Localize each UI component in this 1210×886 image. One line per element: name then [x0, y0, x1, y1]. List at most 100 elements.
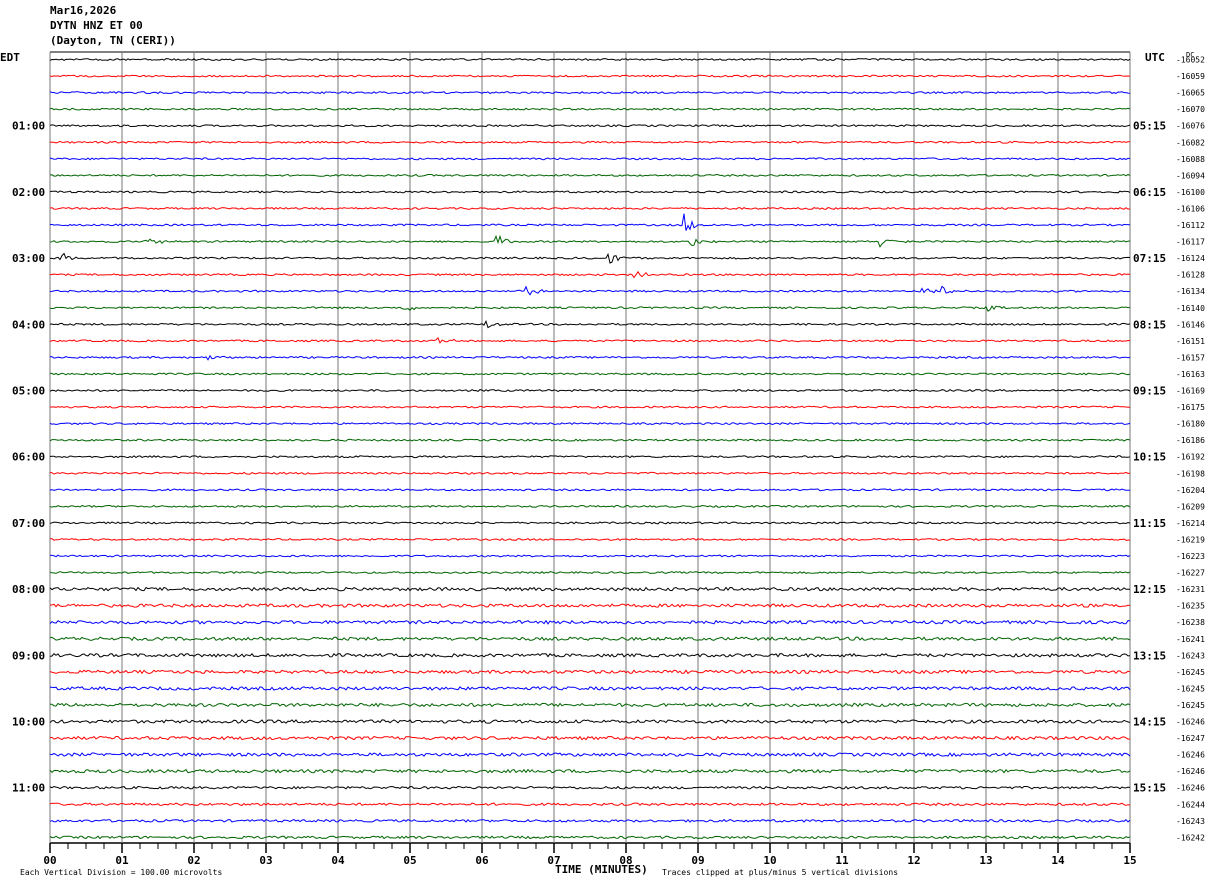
seismic-trace [49, 337, 1131, 344]
x-tick-label: 08 [619, 854, 632, 867]
seismic-trace [49, 619, 1131, 625]
left-hour-label: 01:00 [12, 120, 45, 133]
seismic-trace [49, 206, 1131, 210]
x-axis-label: TIME (MINUTES) [555, 863, 648, 876]
clip-note: Traces clipped at plus/minus 5 vertical … [662, 868, 899, 877]
left-hour-label: 05:00 [12, 385, 45, 398]
dc-offset-label: -16094 [1176, 171, 1205, 180]
dc-offset-label: -16106 [1176, 204, 1205, 213]
seismic-trace [49, 488, 1130, 492]
seismic-trace [49, 107, 1131, 111]
dc-offset-label: -16238 [1176, 618, 1205, 627]
dc-offset-label: -16180 [1176, 420, 1205, 429]
seismic-trace [49, 719, 1131, 724]
seismic-trace [49, 157, 1131, 161]
right-hour-label: 12:15 [1133, 583, 1166, 596]
left-hour-label: 10:00 [12, 716, 45, 729]
right-hour-label: 14:15 [1133, 716, 1166, 729]
x-tick-label: 13 [979, 854, 992, 867]
right-hour-label: 07:15 [1133, 252, 1166, 265]
seismic-trace [49, 802, 1131, 807]
seismic-trace [49, 438, 1131, 442]
dc-offset-label: -16100 [1176, 188, 1205, 197]
right-timezone-label: UTC [1145, 51, 1165, 64]
dc-offset-label: -16245 [1176, 684, 1205, 693]
seismic-trace [49, 320, 1131, 329]
dc-offset-label: -16175 [1176, 403, 1205, 412]
seismic-trace [49, 57, 1131, 62]
seismic-trace [49, 372, 1131, 376]
seismic-trace [49, 234, 1131, 248]
left-hour-label: 06:00 [12, 451, 45, 464]
seismic-trace [49, 571, 1131, 575]
left-hour-label: 04:00 [12, 318, 45, 331]
seismic-trace [49, 652, 1131, 658]
seismic-trace [49, 190, 1131, 194]
dc-offset-label: -16186 [1176, 436, 1205, 445]
seismic-trace [49, 173, 1131, 177]
dc-offset-label: -16246 [1176, 751, 1205, 760]
dc-offset-label: -16082 [1176, 138, 1205, 147]
dc-offset-label: -16146 [1176, 320, 1205, 329]
dc-offset-label: -16243 [1176, 651, 1205, 660]
seismic-trace [49, 504, 1131, 508]
seismic-trace [49, 785, 1131, 790]
dc-offset-label: -16134 [1176, 287, 1205, 296]
seismic-trace [49, 305, 1131, 312]
x-tick-label: 01 [115, 854, 129, 867]
dc-offset-label: -16124 [1176, 254, 1205, 263]
dc-offset-label: -16117 [1176, 238, 1205, 247]
seismic-trace [49, 554, 1131, 558]
x-tick-label: 07 [547, 854, 560, 867]
station-code: DYTN HNZ ET 00 [50, 19, 143, 32]
dc-offset-label: -16241 [1176, 635, 1205, 644]
dc-offset-label: -16112 [1176, 221, 1205, 230]
seismic-trace [49, 537, 1131, 541]
seismic-trace [50, 252, 1131, 264]
dc-offset-label: -16247 [1176, 734, 1205, 743]
dc-offset-label: -16209 [1176, 502, 1205, 511]
right-hour-label: 13:15 [1133, 649, 1166, 662]
x-tick-label: 10 [763, 854, 776, 867]
dc-offset-label: -16245 [1176, 701, 1205, 710]
dc-header-label: DC [1186, 51, 1194, 59]
right-hour-label: 06:15 [1133, 186, 1166, 199]
dc-offset-label: -16198 [1176, 469, 1205, 478]
dc-offset-label: -16245 [1176, 668, 1205, 677]
plot-date: Mar16,2026 [50, 4, 117, 17]
seismic-trace [49, 74, 1130, 78]
seismic-trace [49, 455, 1131, 459]
right-hour-label: 05:15 [1133, 120, 1166, 133]
seismic-trace [49, 768, 1131, 774]
dc-offset-label: -16227 [1176, 569, 1205, 578]
left-hour-label: 07:00 [12, 517, 45, 530]
x-tick-label: 03 [259, 854, 272, 867]
dc-offset-label: -16140 [1176, 304, 1205, 313]
right-hour-label: 11:15 [1133, 517, 1166, 530]
seismic-trace [49, 388, 1131, 393]
dc-offset-label: -16065 [1176, 89, 1205, 98]
seismic-trace [49, 669, 1131, 675]
left-timezone-label: EDT [0, 51, 20, 64]
seismic-trace [49, 124, 1131, 128]
seismic-trace [49, 91, 1131, 95]
dc-offset-label: -16128 [1176, 271, 1205, 280]
station-location: (Dayton, TN (CERI)) [50, 34, 176, 47]
dc-offset-label: -16169 [1176, 387, 1205, 396]
seismic-trace [49, 270, 1131, 279]
x-tick-label: 04 [331, 854, 345, 867]
dc-offset-label: -16214 [1176, 519, 1205, 528]
dc-offset-label: -16157 [1176, 353, 1205, 362]
seismic-trace [49, 521, 1131, 525]
left-hour-label: 03:00 [12, 252, 45, 265]
dc-offset-label: -16192 [1176, 453, 1205, 462]
dc-offset-label: -16163 [1176, 370, 1205, 379]
dc-offset-label: -16204 [1176, 486, 1205, 495]
x-tick-label: 11 [835, 854, 849, 867]
dc-offset-label: -16052 [1176, 56, 1205, 65]
seismic-trace [49, 471, 1131, 475]
x-tick-label: 12 [907, 854, 920, 867]
dc-offset-label: -16219 [1176, 535, 1205, 544]
seismic-trace [49, 213, 1131, 231]
left-hour-label: 02:00 [12, 186, 45, 199]
